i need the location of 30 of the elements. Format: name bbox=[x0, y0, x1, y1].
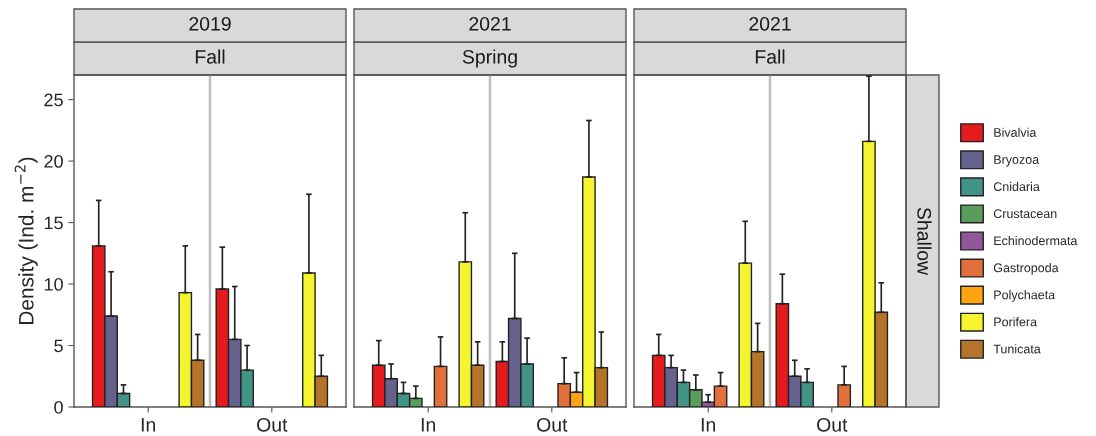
legend-label: Tunicata bbox=[993, 344, 1041, 354]
x-tick-label: In bbox=[141, 418, 156, 432]
text: Shallow bbox=[917, 207, 932, 276]
legend-label: Bivalvia bbox=[994, 127, 1037, 137]
x-tick-label: In bbox=[421, 418, 436, 432]
x-tick-label: In bbox=[701, 418, 716, 432]
y-tick-label: 5 bbox=[54, 339, 63, 353]
bar bbox=[837, 384, 852, 407]
y-axis-title: Density (Ind. m$^{−2}$) bbox=[14, 157, 38, 324]
legend-label: Polychaeta bbox=[994, 290, 1056, 302]
legend-label: Crustacean bbox=[993, 209, 1057, 219]
chart-subtitle: Fall bbox=[195, 49, 225, 64]
chart-title: 2021 bbox=[469, 16, 511, 31]
y-tick-label: 20 bbox=[44, 155, 63, 168]
chart-subtitle: Fall bbox=[755, 49, 785, 64]
legend-label: Bryozoa bbox=[994, 155, 1040, 167]
legend-label: Echinodermata bbox=[994, 235, 1078, 246]
chart-title: 2021 bbox=[749, 16, 791, 31]
x-tick-label: Out bbox=[537, 417, 568, 432]
y-tick-label: 10 bbox=[44, 277, 63, 291]
chart-title: 2019 bbox=[189, 16, 231, 31]
y-tick-label: 25 bbox=[44, 93, 63, 107]
x-tick-label: Out bbox=[257, 417, 288, 432]
legend-label: Cnidaria bbox=[993, 181, 1040, 192]
x-tick-label: Out bbox=[817, 417, 848, 432]
legend-label: Gastropoda bbox=[993, 263, 1059, 275]
y-tick-label: 0 bbox=[54, 400, 63, 414]
chart-subtitle: Spring bbox=[462, 49, 517, 68]
legend-label: Porifera bbox=[994, 317, 1038, 327]
y-tick-label: 15 bbox=[44, 216, 63, 230]
